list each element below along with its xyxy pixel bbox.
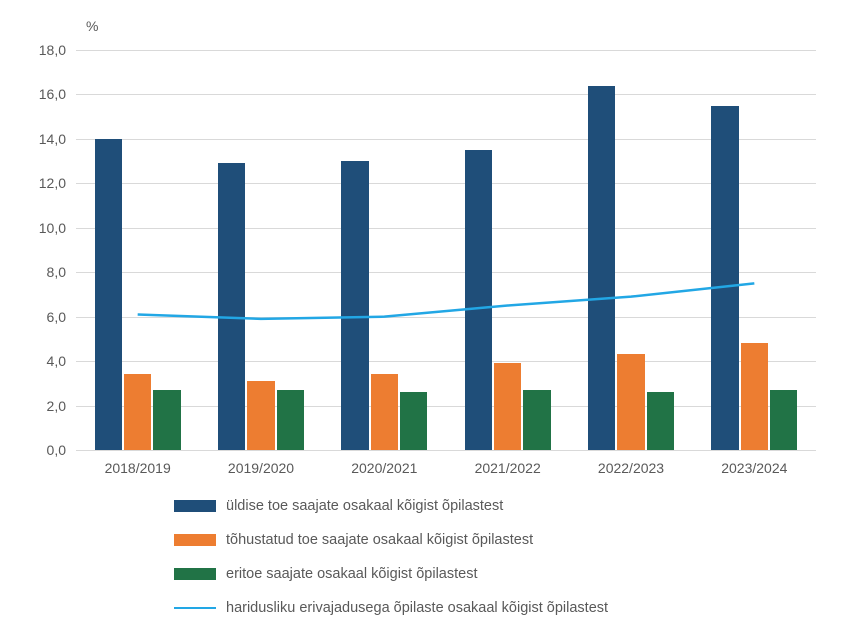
y-axis-unit-label: % [86, 18, 98, 34]
legend-swatch-series_eritoe [174, 568, 216, 580]
x-tick-label: 2022/2023 [598, 460, 664, 476]
y-tick-label: 10,0 [0, 220, 66, 236]
x-tick-label: 2020/2021 [351, 460, 417, 476]
x-tick-label: 2023/2024 [721, 460, 787, 476]
legend-label: eritoe saajate osakaal kõigist õpilastes… [226, 566, 477, 582]
legend-label: üldise toe saajate osakaal kõigist õpila… [226, 498, 503, 514]
line-series_hev [138, 283, 755, 319]
y-tick-label: 4,0 [0, 353, 66, 369]
plot-area [76, 50, 816, 450]
legend-item: haridusliku erivajadusega õpilaste osaka… [174, 600, 608, 616]
legend-item: eritoe saajate osakaal kõigist õpilastes… [174, 566, 608, 582]
y-tick-label: 18,0 [0, 42, 66, 58]
y-tick-label: 2,0 [0, 398, 66, 414]
y-tick-label: 8,0 [0, 264, 66, 280]
legend: üldise toe saajate osakaal kõigist õpila… [174, 498, 608, 616]
y-tick-label: 14,0 [0, 131, 66, 147]
x-tick-label: 2019/2020 [228, 460, 294, 476]
legend-label: tõhustatud toe saajate osakaal kõigist õ… [226, 532, 533, 548]
legend-item: üldise toe saajate osakaal kõigist õpila… [174, 498, 608, 514]
gridline [76, 450, 816, 451]
y-tick-label: 16,0 [0, 86, 66, 102]
x-tick-label: 2018/2019 [105, 460, 171, 476]
y-tick-label: 0,0 [0, 442, 66, 458]
x-tick-label: 2021/2022 [475, 460, 541, 476]
legend-label: haridusliku erivajadusega õpilaste osaka… [226, 600, 608, 616]
legend-item: tõhustatud toe saajate osakaal kõigist õ… [174, 532, 608, 548]
chart-container: % 0,0 2,0 4,0 6,0 8,0 10,0 12,0 14,0 16,0 18,0 20… [0, 0, 852, 641]
legend-swatch-series_uldine [174, 500, 216, 512]
y-tick-label: 6,0 [0, 309, 66, 325]
legend-line-series_hev [174, 607, 216, 609]
line-layer [76, 50, 816, 450]
legend-swatch-series_tohustatud [174, 534, 216, 546]
y-tick-label: 12,0 [0, 175, 66, 191]
